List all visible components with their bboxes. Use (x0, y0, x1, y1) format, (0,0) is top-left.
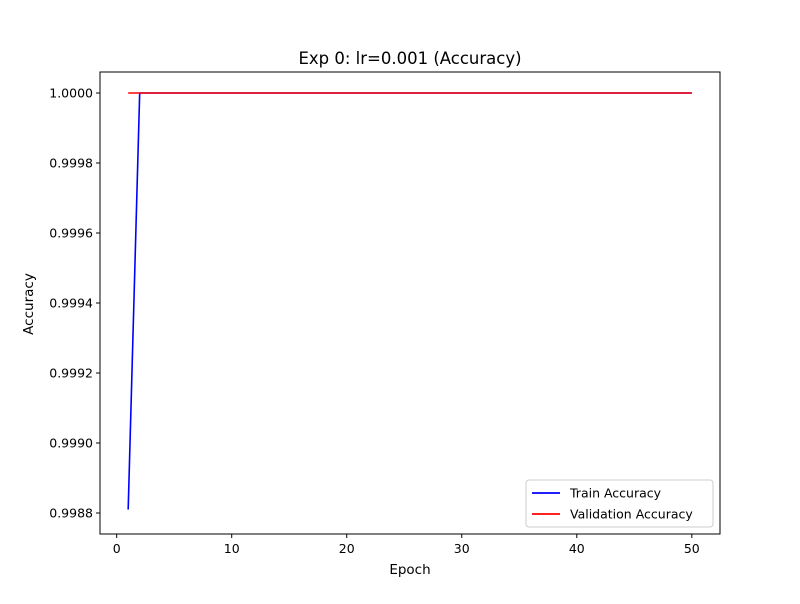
x-tick-label: 50 (684, 541, 700, 556)
x-axis-label: Epoch (389, 562, 430, 578)
legend-label: Validation Accuracy (570, 507, 693, 522)
chart-title: Exp 0: lr=0.001 (Accuracy) (298, 49, 521, 68)
x-tick-label: 40 (569, 541, 585, 556)
x-tick-label: 20 (339, 541, 355, 556)
y-tick-label: 1.0000 (49, 86, 93, 101)
y-tick-label: 0.9996 (49, 226, 93, 241)
y-tick-label: 0.9992 (49, 366, 93, 381)
x-tick-label: 10 (224, 541, 240, 556)
legend-box (525, 479, 714, 528)
y-axis-label: Accuracy (21, 273, 37, 335)
y-tick-label: 0.9988 (49, 506, 93, 521)
y-tick-label: 0.9990 (49, 436, 93, 451)
x-tick-label: 30 (454, 541, 470, 556)
y-tick-label: 0.9994 (49, 296, 93, 311)
y-tick-label: 0.9998 (49, 156, 93, 171)
x-tick-label: 0 (113, 541, 121, 556)
legend-label: Train Accuracy (569, 486, 662, 501)
